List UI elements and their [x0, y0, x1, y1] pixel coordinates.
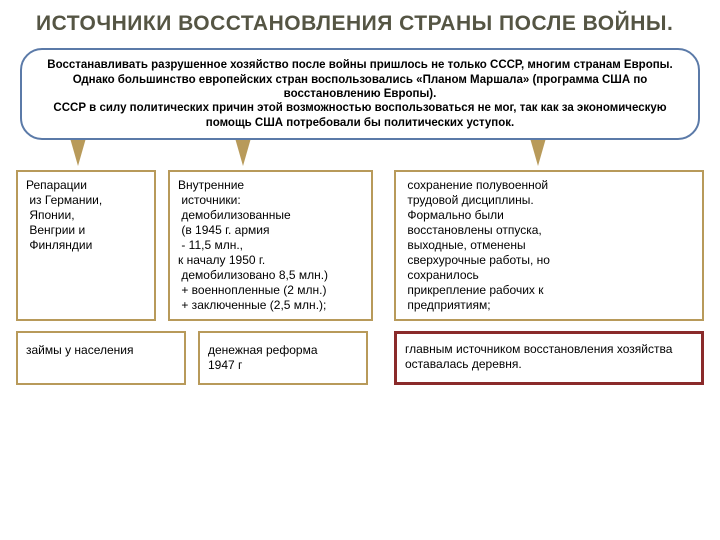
intro-text: Восстанавливать разрушенное хозяйство по…: [20, 48, 700, 140]
arrow-group: [0, 138, 720, 168]
box-main-source: главным источником восстановления хозяйс…: [394, 331, 704, 385]
page-title: ИСТОЧНИКИ ВОССТАНОВЛЕНИЯ СТРАНЫ ПОСЛЕ ВО…: [0, 0, 720, 44]
box-loans: займы у населения: [16, 331, 186, 385]
arrow-icon: [70, 138, 86, 166]
box-reform: денежная реформа 1947 г: [198, 331, 368, 385]
sources-row-1: Репарации из Германии, Японии, Венгрии и…: [0, 170, 720, 321]
box-internal-sources: Внутренние источники: демобилизованные (…: [168, 170, 373, 321]
arrow-icon: [530, 138, 546, 166]
box-discipline: сохранение полувоенной трудовой дисципли…: [394, 170, 704, 321]
box-reparations: Репарации из Германии, Японии, Венгрии и…: [16, 170, 156, 321]
arrow-icon: [235, 138, 251, 166]
sources-row-2: займы у населения денежная реформа 1947 …: [0, 331, 720, 385]
